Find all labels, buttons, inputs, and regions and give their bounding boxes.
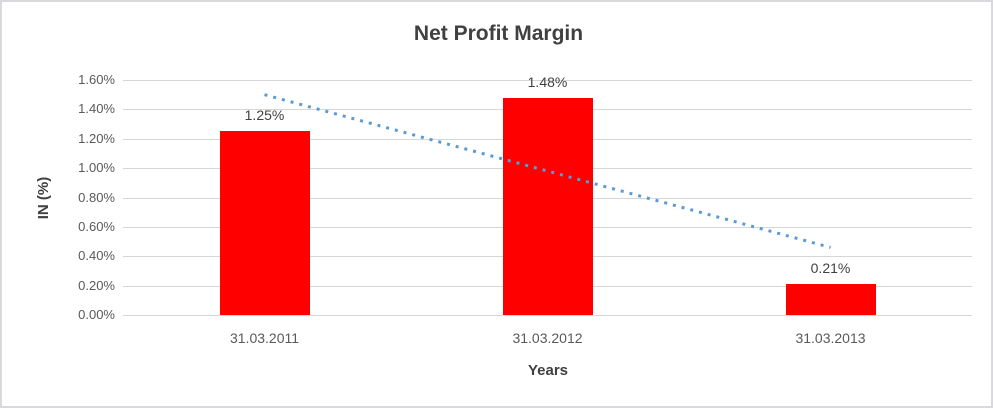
y-tick-label: 0.40% bbox=[78, 248, 115, 263]
x-axis-title: Years bbox=[527, 362, 569, 379]
y-tick-label: 1.40% bbox=[78, 101, 115, 116]
y-tick-label: 0.60% bbox=[78, 219, 115, 234]
bar bbox=[219, 131, 310, 315]
y-tick-label: 0.20% bbox=[78, 278, 115, 293]
gridline bbox=[123, 80, 972, 81]
category-label: 31.03.2011 bbox=[229, 330, 300, 346]
y-axis-title: IN (%) bbox=[35, 176, 52, 220]
data-label: 0.21% bbox=[810, 260, 851, 277]
category-label: 31.03.2013 bbox=[795, 330, 866, 346]
bar bbox=[785, 284, 876, 315]
y-tick-label: 1.20% bbox=[78, 131, 115, 146]
y-tick-label: 0.00% bbox=[78, 307, 115, 322]
gridline bbox=[123, 315, 972, 316]
y-tick-label: 1.60% bbox=[78, 72, 115, 87]
data-label: 1.48% bbox=[527, 73, 568, 90]
y-tick-label: 1.00% bbox=[78, 160, 115, 175]
y-tick-label: 0.80% bbox=[78, 190, 115, 205]
chart-title: Net Profit Margin bbox=[413, 22, 584, 45]
category-label: 31.03.2012 bbox=[512, 330, 583, 346]
bar bbox=[502, 97, 593, 315]
data-label: 1.25% bbox=[244, 107, 285, 124]
